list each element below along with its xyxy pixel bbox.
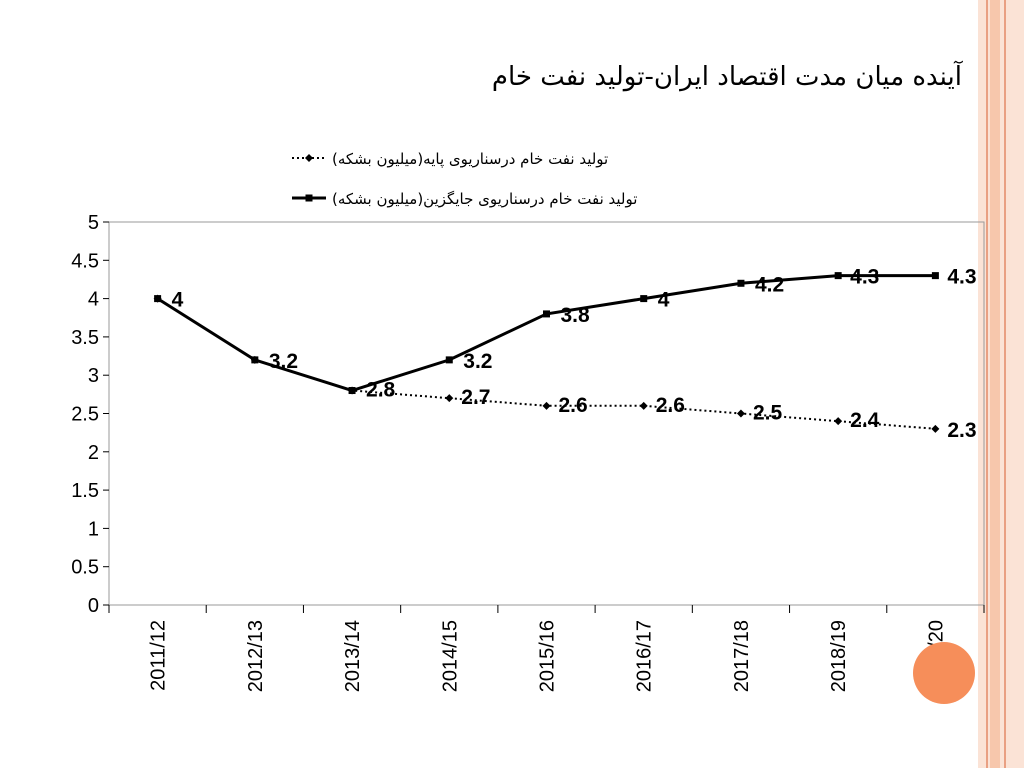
series-2-point [543, 310, 550, 318]
series-1-data-label: 2.4 [850, 409, 880, 432]
series-2-point [931, 272, 939, 280]
series-1-data-label: 2.7 [461, 386, 490, 409]
series-1-point [542, 401, 551, 410]
page-number-badge [913, 642, 975, 704]
series-2-point [640, 295, 648, 303]
x-tick-label: 2015/16 [537, 620, 559, 692]
decor-stripe-mid [990, 0, 1000, 768]
y-tick-label: 5 [88, 212, 99, 234]
series-2-point [154, 295, 162, 303]
series-2-data-label: 4.2 [755, 273, 784, 296]
series-1-point [834, 417, 843, 426]
decor-stripe-line-1 [986, 0, 988, 768]
series-2-point [251, 356, 259, 364]
series-1-data-label: 2.3 [947, 419, 976, 442]
x-tick-label: 2012/13 [245, 620, 267, 692]
x-axis: 2011/12 2012/13 2013/14 2014/15 2015/16 2016/… [108, 605, 985, 692]
x-tick-label: 2013/14 [342, 620, 364, 692]
y-tick-label: 3.5 [71, 327, 99, 349]
y-tick-label: 4 [88, 289, 99, 311]
y-tick-label: 2.5 [71, 404, 99, 426]
y-tick-label: 1.5 [71, 480, 99, 502]
x-tick-label: 2011/12 [148, 620, 170, 691]
x-tick-label: 2018/19 [828, 620, 850, 692]
series-2-point [737, 279, 745, 287]
x-tick-label: 2014/15 [439, 620, 461, 692]
series-layer [153, 272, 940, 433]
chart-legend: تولید نفت خام درسناریوی پایه(میلیون بشکه… [292, 150, 637, 208]
y-tick-label: 3 [88, 365, 99, 387]
data-labels: 2.8 2.7 2.6 2.6 2.5 2.4 2.3 4 3.2 3.2 3.8 4 4.2 4.3 4.… [172, 266, 977, 442]
legend-label-2: تولید نفت خام درسناریوی جایگزین(میلیون ب… [332, 190, 637, 208]
series-2-point [834, 272, 842, 280]
series-2-data-label: 4 [172, 289, 184, 312]
series-1-point [639, 401, 648, 410]
series-2-point [348, 387, 356, 395]
series-1-point [445, 394, 454, 403]
x-tick-label: 2016/17 [634, 620, 656, 692]
decor-stripe-light [978, 0, 1024, 768]
series-2-data-label: 4 [658, 289, 670, 312]
series-1-data-label: 2.6 [656, 394, 685, 417]
series-2-data-label: 3.8 [561, 304, 591, 327]
legend-marker-1 [305, 154, 313, 162]
y-tick-label: 0.5 [71, 557, 99, 579]
series-1-point [931, 424, 940, 433]
decor-stripe-line-2 [1004, 0, 1006, 768]
series-1-data-label: 2.6 [559, 394, 588, 417]
x-tick-label: 2017/18 [731, 620, 753, 692]
series-2-data-label: 4.3 [947, 266, 976, 289]
legend-marker-2 [305, 194, 313, 202]
y-tick-label: 2 [88, 442, 99, 464]
series-2-data-label: 3.2 [269, 350, 298, 373]
legend-label-1: تولید نفت خام درسناریوی پایه(میلیون بشکه… [332, 150, 608, 169]
series-1-data-label: 2.8 [366, 379, 396, 402]
series-2-data-label: 4.3 [850, 266, 879, 289]
y-axis: 0 0.5 1 1.5 2 2.5 3 3.5 4 4.5 5 [71, 212, 985, 617]
series-line-2 [156, 274, 936, 393]
y-tick-label: 0 [88, 595, 99, 617]
series-1-data-label: 2.5 [753, 402, 783, 425]
slide-title: آینده میان مدت اقتصاد ایران-تولید نفت خا… [491, 62, 962, 92]
series-2-point [445, 356, 453, 364]
y-tick-label: 1 [88, 518, 99, 540]
y-tick-label: 4.5 [71, 250, 99, 272]
series-2-data-label: 3.2 [463, 350, 492, 373]
series-1-point [736, 409, 745, 418]
